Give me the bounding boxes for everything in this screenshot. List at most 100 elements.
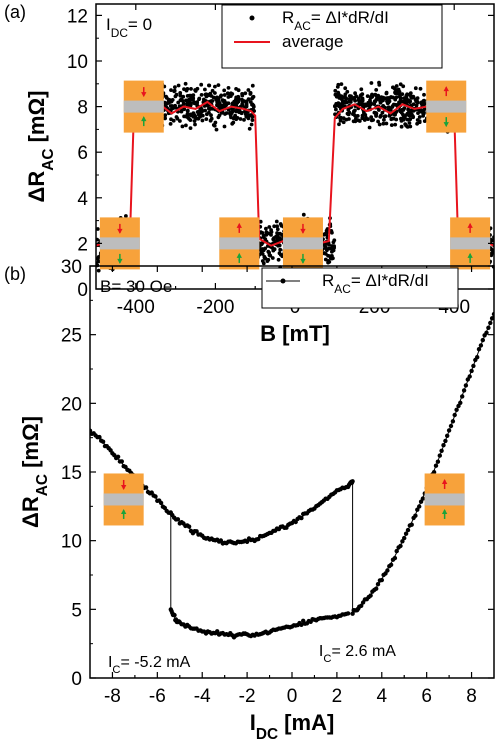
inset-spacer	[99, 237, 140, 250]
data-point	[490, 238, 494, 243]
data-point	[217, 113, 222, 118]
data-point	[207, 106, 211, 111]
data-point	[265, 259, 270, 263]
data-point	[448, 423, 454, 429]
data-point	[226, 95, 231, 99]
data-point	[278, 252, 283, 257]
data-point	[386, 105, 391, 110]
data-point	[478, 343, 484, 348]
data-point	[489, 316, 494, 321]
data-point	[271, 248, 276, 253]
data-point	[243, 112, 248, 116]
data-point	[408, 124, 413, 129]
data-point	[217, 101, 222, 105]
data-point	[394, 117, 399, 122]
data-point	[333, 88, 338, 93]
arrow-head	[117, 228, 123, 234]
data-point	[275, 234, 280, 239]
inset-spacer	[450, 237, 491, 250]
data-point	[372, 102, 377, 106]
data-point	[409, 522, 414, 527]
data-point	[402, 535, 407, 541]
data-point	[238, 117, 243, 121]
arrow-head	[443, 122, 449, 128]
data-point	[229, 91, 233, 96]
data-point	[188, 93, 193, 98]
data-point	[398, 96, 403, 100]
data-point	[278, 231, 282, 236]
x-tick-label: -4	[194, 686, 211, 707]
data-point	[153, 494, 158, 499]
magnetization-inset	[99, 217, 140, 270]
data-point	[334, 107, 338, 112]
panel-b: -8 -6 -4 -2 0 2 4 6 8 0 5 10 15 20 25 30 IDC [mA] ΔRAC [m…	[4, 257, 495, 743]
data-point	[207, 110, 211, 115]
inset-spacer	[426, 100, 467, 113]
data-point	[463, 383, 469, 388]
data-point	[195, 101, 199, 106]
data-point	[207, 83, 211, 88]
data-point	[203, 92, 208, 97]
data-point	[235, 98, 240, 102]
data-point	[163, 116, 168, 121]
data-point	[260, 231, 265, 235]
data-point	[196, 116, 201, 121]
legend: RAC= ΔI*dR/dI	[261, 267, 459, 309]
data-point	[416, 111, 420, 115]
data-point	[357, 119, 362, 123]
arrow-head	[141, 92, 147, 98]
data-point	[246, 116, 251, 121]
data-point	[417, 119, 422, 124]
data-point	[323, 244, 327, 249]
y-tick-label: 25	[61, 326, 82, 347]
data-point	[169, 88, 173, 92]
data-point	[213, 84, 217, 89]
data-point	[389, 123, 394, 127]
arrow-head	[443, 86, 449, 92]
data-point	[460, 394, 465, 399]
magnetization-inset	[426, 80, 467, 133]
data-point	[222, 124, 227, 129]
data-point	[247, 126, 252, 131]
data-point	[452, 412, 457, 418]
y-tick-label: 6	[77, 143, 88, 164]
data-point	[403, 531, 409, 536]
data-point	[331, 240, 336, 245]
data-point	[231, 116, 236, 121]
data-point	[197, 96, 202, 101]
legend-marker	[249, 15, 255, 21]
x-tick-label: 8	[466, 686, 477, 707]
data-point	[475, 355, 480, 360]
data-point	[213, 91, 217, 95]
data-point	[96, 227, 100, 231]
arrow-head	[236, 252, 242, 258]
data-point	[176, 100, 181, 105]
data-point	[420, 496, 426, 501]
data-point	[417, 115, 422, 119]
data-point	[383, 96, 387, 101]
y-tick-label: 30	[61, 257, 82, 278]
data-point	[407, 121, 412, 125]
data-point	[222, 93, 227, 97]
data-point	[244, 539, 250, 544]
data-point	[176, 83, 181, 88]
data-point	[273, 239, 278, 244]
data-point	[345, 611, 351, 616]
y-axis-title: ΔRAC [mΩ]	[18, 416, 51, 528]
data-point	[386, 100, 391, 105]
inset-spacer	[424, 493, 465, 506]
data-point	[343, 86, 348, 91]
data-point	[441, 443, 446, 448]
data-point	[390, 104, 395, 108]
data-point	[175, 517, 181, 522]
data-point	[345, 89, 350, 94]
data-point	[175, 116, 180, 121]
data-point	[359, 87, 364, 92]
data-point	[405, 527, 411, 533]
magnetization-inset	[424, 473, 465, 526]
data-point	[250, 118, 255, 122]
data-point	[169, 117, 173, 122]
data-point	[353, 108, 357, 113]
data-point	[158, 500, 164, 506]
